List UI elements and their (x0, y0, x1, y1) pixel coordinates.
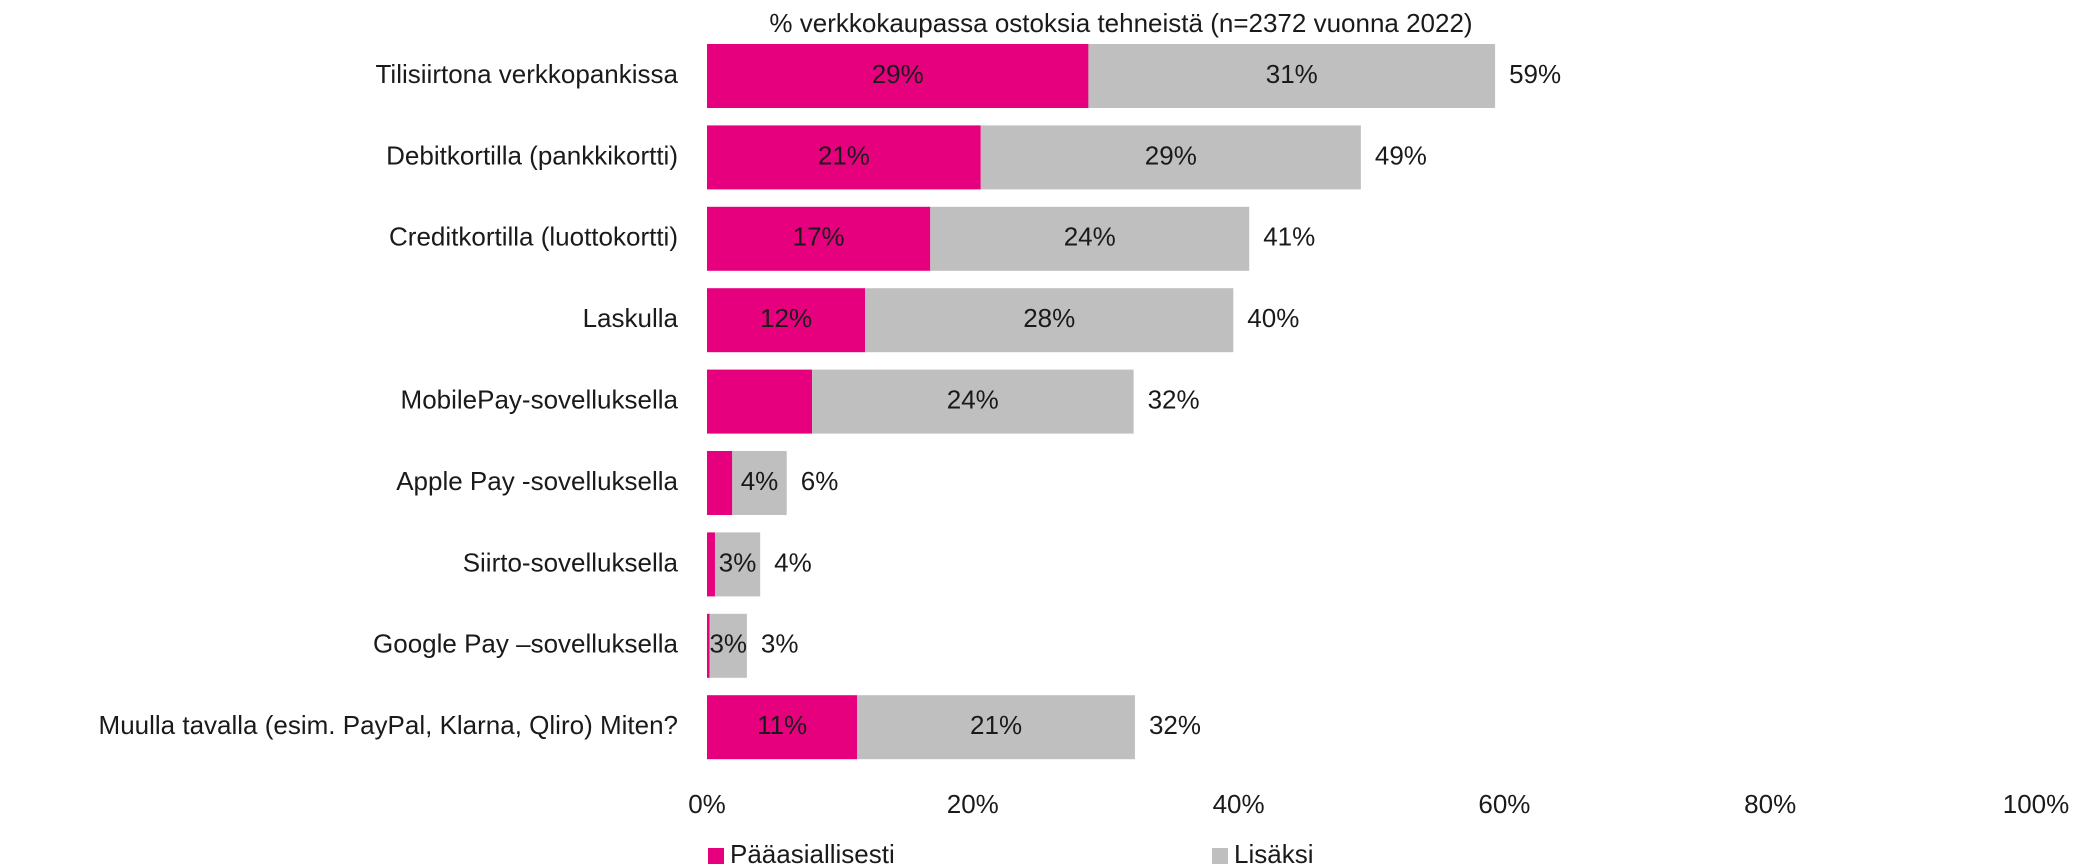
legend-swatch (708, 848, 724, 864)
data-label: 3% (719, 547, 757, 577)
bar-segment (930, 206, 1250, 271)
data-label: 21% (970, 710, 1022, 740)
bar-segment (857, 695, 1135, 760)
bar-segment (1088, 44, 1496, 108)
category-label: Debitkortilla (pankkikortti) (386, 140, 678, 170)
bar-segment (707, 451, 733, 515)
x-tick-label: 20% (947, 789, 999, 819)
data-label: 4% (741, 466, 779, 496)
legend-label: Lisäksi (1234, 839, 1313, 867)
bar-segment (707, 695, 858, 760)
bar-segment (707, 288, 866, 353)
data-label: 24% (1064, 222, 1116, 252)
total-label: 6% (801, 466, 839, 496)
legend-label: Pääasiallisesti (730, 839, 895, 867)
total-label: 32% (1148, 384, 1200, 414)
category-label: Apple Pay -sovelluksella (396, 466, 678, 496)
category-label: MobilePay-sovelluksella (401, 384, 679, 414)
bar-segment (980, 125, 1361, 190)
data-label: 21% (818, 140, 870, 170)
category-label: Creditkortilla (luottokortti) (389, 222, 678, 252)
total-label: 32% (1149, 710, 1201, 740)
data-label: 29% (1145, 140, 1197, 170)
category-label: Siirto-sovelluksella (463, 547, 679, 577)
data-label: 24% (947, 384, 999, 414)
bar-segment (865, 288, 1234, 353)
data-label: 17% (793, 222, 845, 252)
bar-segment (707, 613, 710, 678)
data-label: 28% (1023, 303, 1075, 333)
total-label: 4% (774, 547, 812, 577)
data-label: 3% (709, 629, 747, 659)
data-label: 31% (1266, 59, 1318, 89)
bar-segment (732, 451, 787, 515)
bar-segment (714, 532, 761, 597)
x-tick-label: 40% (1213, 789, 1265, 819)
bar-segment (707, 206, 931, 271)
bar-segment (707, 532, 715, 597)
bar-segment (707, 44, 1089, 108)
category-label: Laskulla (583, 303, 679, 333)
total-label: 3% (761, 629, 799, 659)
chart-title: % verkkokaupassa ostoksia tehneistä (n=2… (769, 8, 1472, 38)
bar-segment (811, 369, 1134, 434)
data-label: 12% (760, 303, 812, 333)
bar-segment (709, 613, 747, 678)
x-tick-label: 0% (688, 789, 726, 819)
x-tick-label: 60% (1478, 789, 1530, 819)
x-tick-label: 80% (1744, 789, 1796, 819)
category-label: Muulla tavalla (esim. PayPal, Klarna, Ql… (99, 710, 678, 740)
bar-segment (707, 125, 981, 190)
total-label: 40% (1247, 303, 1299, 333)
data-label: 29% (872, 59, 924, 89)
legend-swatch (1212, 848, 1228, 864)
category-label: Google Pay –sovelluksella (373, 629, 678, 659)
total-label: 49% (1375, 140, 1427, 170)
data-label: 11% (757, 710, 807, 740)
category-label: Tilisiirtona verkkopankissa (376, 59, 679, 89)
total-label: 41% (1263, 222, 1315, 252)
x-tick-label: 100% (2003, 789, 2070, 819)
bar-segment (707, 369, 812, 434)
total-label: 59% (1509, 59, 1561, 89)
